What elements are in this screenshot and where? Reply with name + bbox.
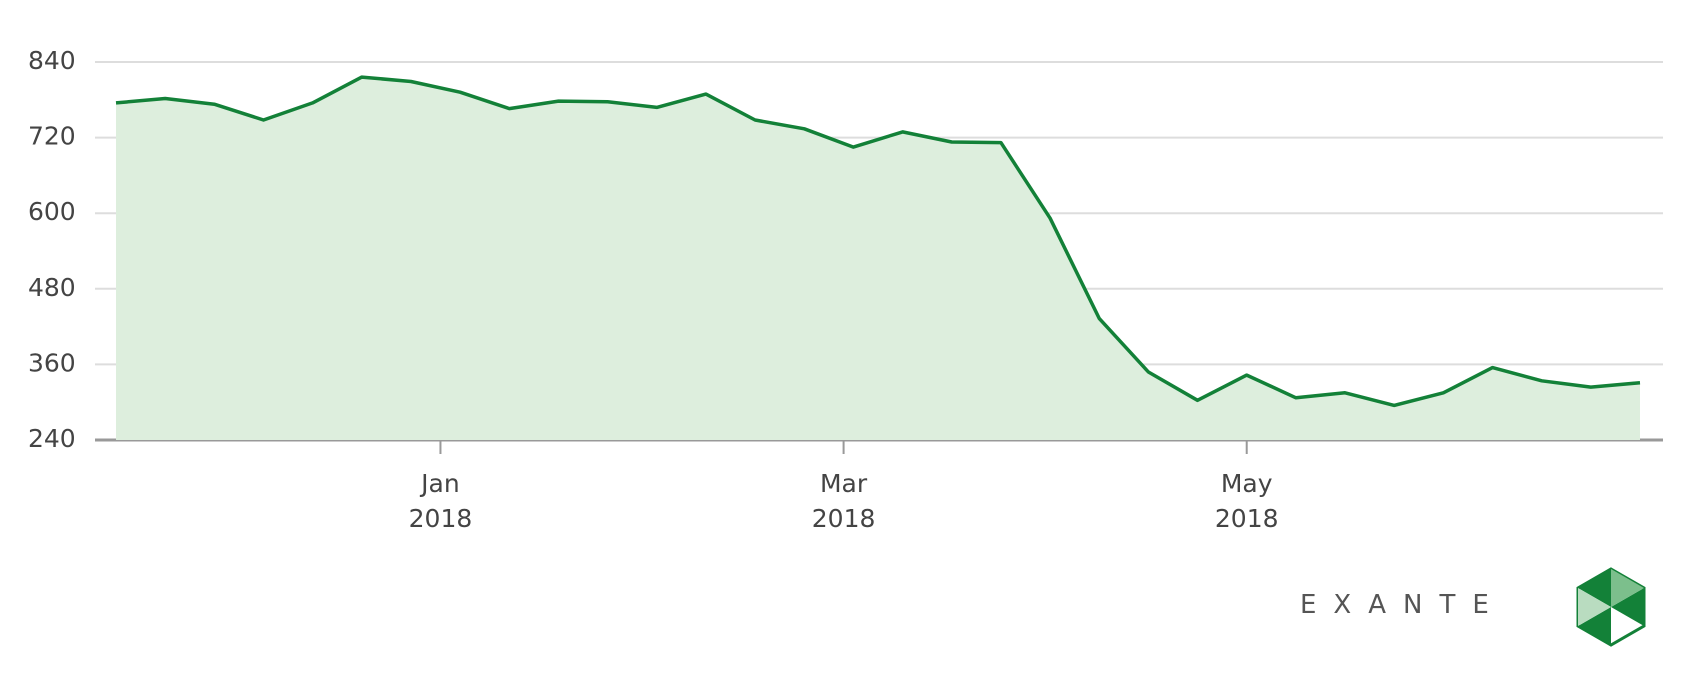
y-tick-label: 720 bbox=[28, 122, 76, 151]
brand: EXANTE bbox=[1300, 590, 1506, 620]
y-tick-label: 240 bbox=[28, 424, 76, 453]
logo bbox=[1576, 567, 1646, 647]
y-tick-label: 840 bbox=[28, 46, 76, 75]
y-tick-label: 360 bbox=[28, 348, 76, 377]
x-tick-label: Jan 2018 bbox=[408, 469, 473, 533]
x-tick-label: Mar 2018 bbox=[811, 469, 876, 533]
line bbox=[115, 75, 1641, 408]
x-tick-label: May 2018 bbox=[1214, 469, 1279, 533]
y-tick-label: 480 bbox=[28, 273, 76, 302]
area bbox=[116, 77, 1640, 440]
y-tick-label: 600 bbox=[28, 197, 76, 226]
